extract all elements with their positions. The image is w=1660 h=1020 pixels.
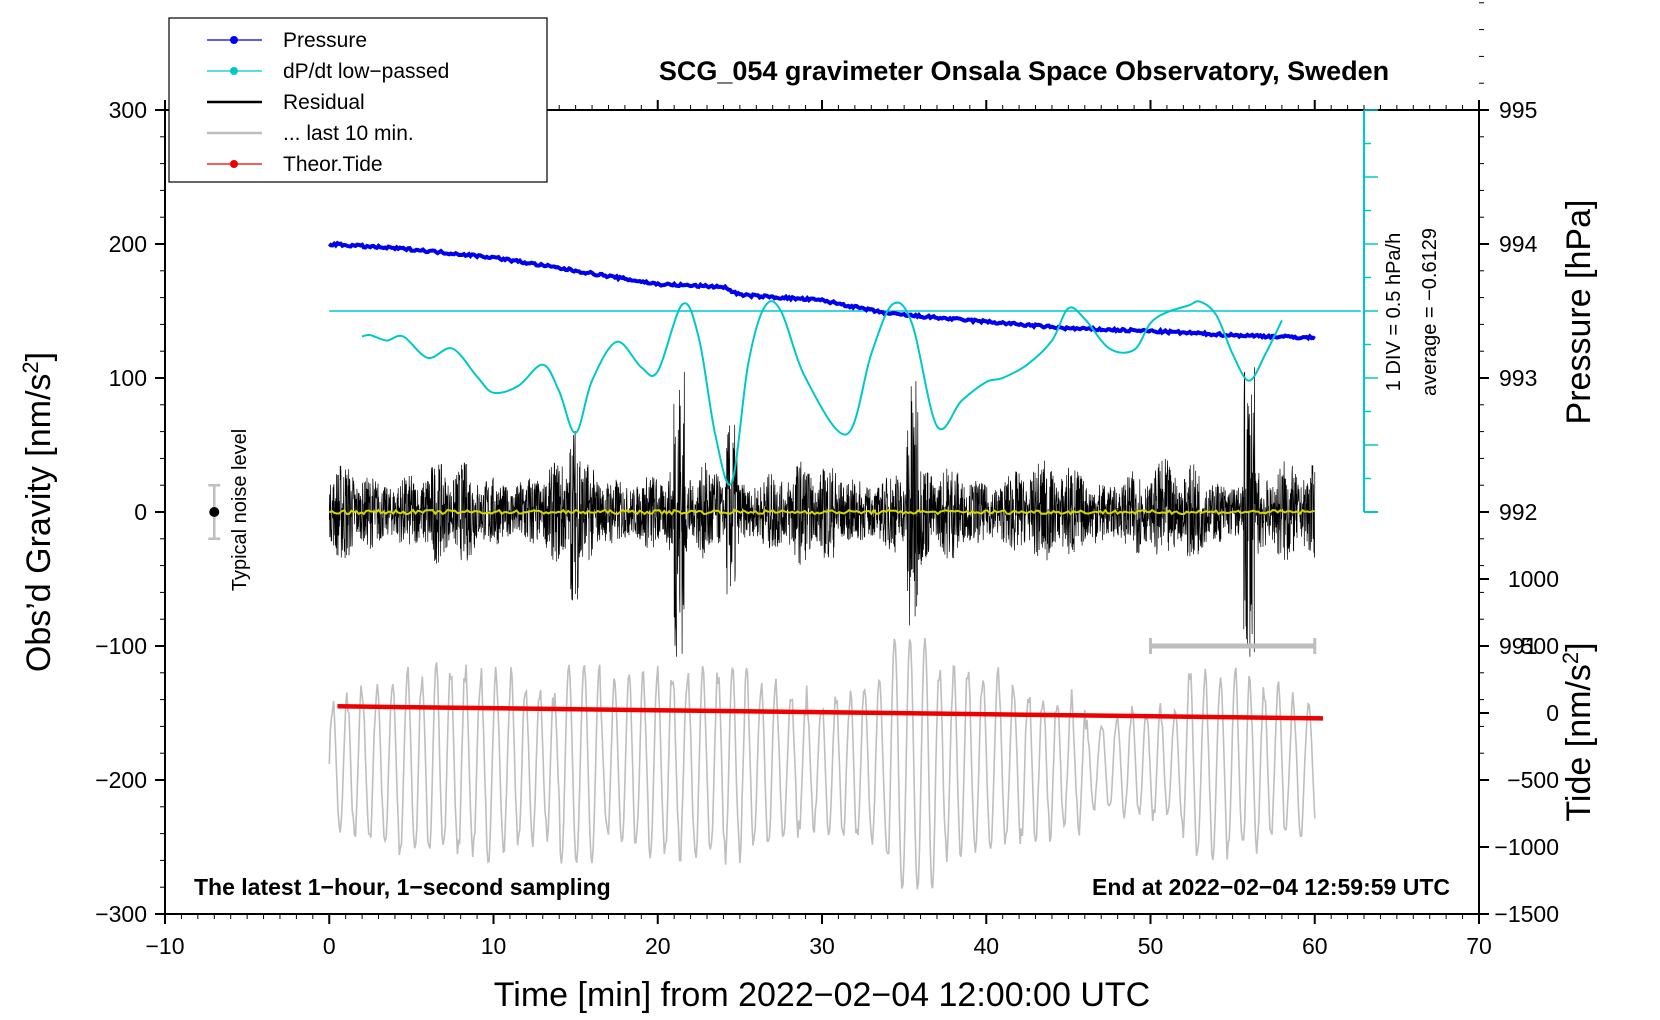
axes-layer: −10 0 10 20 30 40 50 60 703002001000−100−200−300… [95,2,1559,959]
chart-title: SCG_054 gravimeter Onsala Space Observat… [659,56,1389,86]
note-left: The latest 1−hour, 1−second sampling [194,874,611,900]
y-left-label-main: Obs’d Gravity [nm/s [20,374,58,673]
tide-tick-label: −1500 [1494,901,1559,927]
x-tick-label: 0 [323,933,336,959]
x-tick-label: 30 [809,933,835,959]
tide-tick-label: −1000 [1494,834,1559,860]
dpdt-average-label: average = −0.6129 [1419,228,1441,396]
legend-label: dP/dt low−passed [283,60,449,83]
note-right: End at 2022−02−04 12:59:59 UTC [1092,874,1450,900]
dpdt-scale-label: 1 DIV = 0.5 hPa/h [1383,233,1405,391]
annotation-layer: 1 DIV = 0.5 hPa/h average = −0.6129 Typica… [208,109,1441,654]
x-tick-label: 10 [481,933,507,959]
legend: Pressure dP/dt low−passed Residual ... last… [168,17,548,183]
x-tick-label: 50 [1138,933,1164,959]
tide-label-main: Tide [nm/s [1560,664,1598,821]
y-tick-label: −300 [95,901,147,927]
x-axis-title: Time [min] from 2022−02−04 12:00:00 UTC [494,976,1150,1014]
legend-label: Pressure [283,29,367,52]
y-left-label-sup: 2 [18,361,43,373]
series-dpdt [361,300,1283,486]
pressure-tick-label: 992 [1499,499,1537,525]
x-tick-label: −10 [145,933,184,959]
legend-label: ... last 10 min. [283,122,414,145]
y-axis-title-pressure: Pressure [hPa] [1560,200,1598,425]
tide-label-end: ] [1560,642,1598,651]
tide-tick-label: 1000 [1508,566,1559,592]
legend-label: Residual [283,91,365,114]
series-residual [328,367,1316,657]
y-tick-label: −100 [95,633,147,659]
legend-box [168,17,548,183]
x-tick-label: 60 [1302,933,1328,959]
series-layer [327,240,1361,890]
y-left-label-end: ] [20,352,58,361]
y-tick-label: 100 [109,365,147,391]
pressure-tick-label: 991 [1499,633,1537,659]
tide-label-sup: 2 [1558,652,1583,664]
series-residual-mean [328,508,1315,516]
y-tick-label: 300 [109,97,147,123]
y-tick-label: −200 [95,767,147,793]
pressure-tick-label: 995 [1499,97,1537,123]
noise-level-label: Typical noise level [229,429,251,591]
noise-level-dot [209,507,220,517]
x-tick-label: 40 [973,933,999,959]
series-last-10min [328,637,1316,890]
x-tick-label: 20 [645,933,671,959]
x-tick-label: 70 [1466,933,1492,959]
y-tick-label: 200 [109,231,147,257]
pressure-tick-label: 993 [1499,365,1537,391]
pressure-tick-label: 994 [1499,231,1538,257]
series-pressure [327,240,1316,342]
y-tick-label: 0 [134,499,147,525]
y-axis-title-left: Obs’d Gravity [nm/s2] [18,352,58,672]
tide-tick-label: 0 [1546,700,1559,726]
tide-tick-label: −500 [1507,767,1559,793]
series-theor-tide [337,704,1323,721]
legend-marker [230,36,238,44]
legend-marker [230,67,238,75]
legend-marker [230,160,238,168]
tide-tick-label: 500 [1521,633,1559,659]
y-axis-title-tide: Tide [nm/s2] [1558,642,1598,821]
legend-label: Theor.Tide [283,153,383,176]
